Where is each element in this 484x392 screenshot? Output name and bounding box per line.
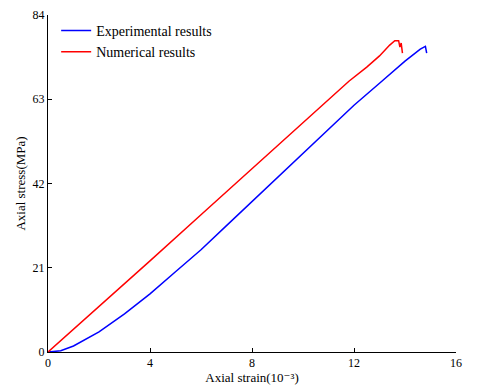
svg-text:8: 8 [249, 356, 255, 370]
svg-text:63: 63 [33, 92, 45, 106]
svg-text:21: 21 [33, 261, 45, 275]
svg-text:84: 84 [33, 8, 45, 22]
svg-text:12: 12 [348, 356, 360, 370]
svg-text:Axial stress(MPa): Axial stress(MPa) [13, 136, 28, 230]
svg-text:0: 0 [45, 356, 51, 370]
svg-text:Experimental results: Experimental results [96, 24, 211, 39]
svg-text:16: 16 [450, 356, 462, 370]
svg-text:Axial strain(10⁻³): Axial strain(10⁻³) [205, 370, 298, 385]
svg-text:0: 0 [39, 345, 45, 359]
svg-text:42: 42 [33, 177, 45, 191]
svg-text:Numerical results: Numerical results [96, 45, 195, 60]
svg-text:4: 4 [147, 356, 153, 370]
